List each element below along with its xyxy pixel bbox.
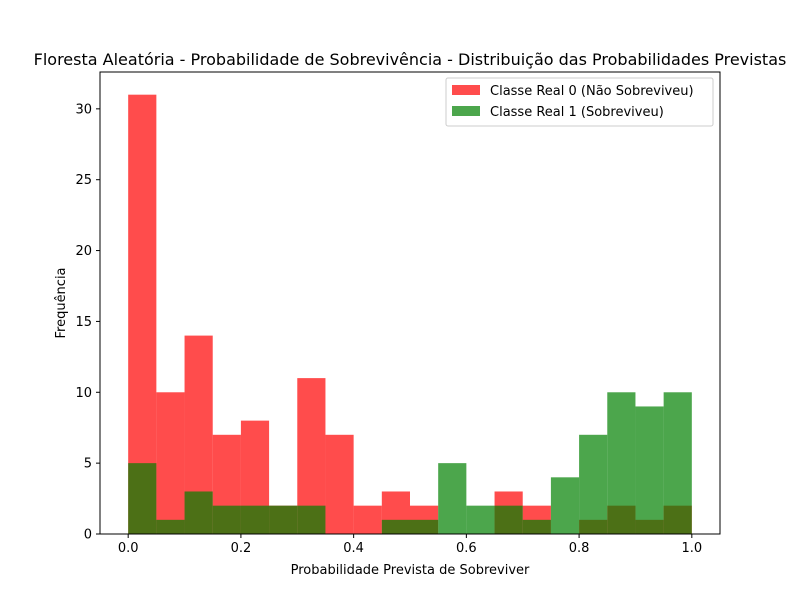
- chart-title: Floresta Aleatória - Probabilidade de So…: [34, 50, 787, 69]
- plot-area: [128, 94, 692, 535]
- x-tick-label: 0.2: [231, 541, 252, 556]
- y-tick-label: 30: [75, 102, 92, 117]
- legend: Classe Real 0 (Não Sobreviveu) Classe Re…: [445, 77, 714, 127]
- series-1-bar-12: [494, 505, 523, 534]
- y-tick-label: 25: [75, 173, 92, 188]
- series-1-bar-3: [212, 505, 241, 534]
- series-0-bar-1: [156, 392, 185, 534]
- series-1-bar-6: [297, 505, 326, 534]
- series-1-bar-1: [156, 519, 185, 534]
- x-tick-label: 0.8: [569, 541, 590, 556]
- legend-label-0: Classe Real 0 (Não Sobreviveu): [490, 84, 694, 99]
- series-1-bar-2: [184, 491, 213, 534]
- series-1-bar-9: [410, 519, 439, 534]
- series-1-bar-18: [663, 392, 692, 534]
- series-1-bar-4: [240, 505, 270, 534]
- x-tick-label: 1.0: [681, 541, 702, 556]
- x-axis: 0.0 0.2 0.4 0.6 0.8 1.0: [118, 534, 702, 556]
- y-axis: 0 5 10 15 20 25 30: [75, 102, 100, 543]
- axes-frame: [99, 71, 721, 535]
- series-1-bar-15: [579, 434, 608, 534]
- series-0-bar-0: [128, 94, 157, 535]
- y-tick-label: 10: [75, 386, 92, 401]
- series-0-bar-8: [353, 505, 382, 534]
- x-tick-label: 0.0: [118, 541, 139, 556]
- y-tick-label: 15: [75, 315, 92, 330]
- legend-box: [445, 77, 714, 127]
- series-1-bar-17: [635, 406, 664, 534]
- series-1-bar-11: [466, 505, 495, 534]
- series-1-bar-5: [269, 505, 298, 534]
- series-0-bar-7: [325, 434, 354, 534]
- y-tick-label: 5: [84, 457, 92, 472]
- series-1-bar-13: [522, 519, 551, 534]
- x-tick-label: 0.4: [343, 541, 364, 556]
- series-1-bar-16: [607, 392, 636, 534]
- legend-swatch-1: [452, 106, 480, 116]
- series-1-bar-14: [550, 477, 580, 534]
- y-tick-label: 20: [75, 244, 92, 259]
- series-1-bar-8: [381, 519, 410, 534]
- legend-swatch-0: [452, 85, 480, 95]
- x-tick-label: 0.6: [456, 541, 477, 556]
- x-axis-label: Probabilidade Prevista de Sobreviver: [291, 563, 530, 578]
- series-1-bar-0: [128, 463, 157, 534]
- y-axis-label: Frequência: [54, 267, 69, 338]
- legend-label-1: Classe Real 1 (Sobreviveu): [490, 105, 664, 120]
- series-1-bar-10: [438, 463, 467, 534]
- y-tick-label: 0: [84, 528, 92, 543]
